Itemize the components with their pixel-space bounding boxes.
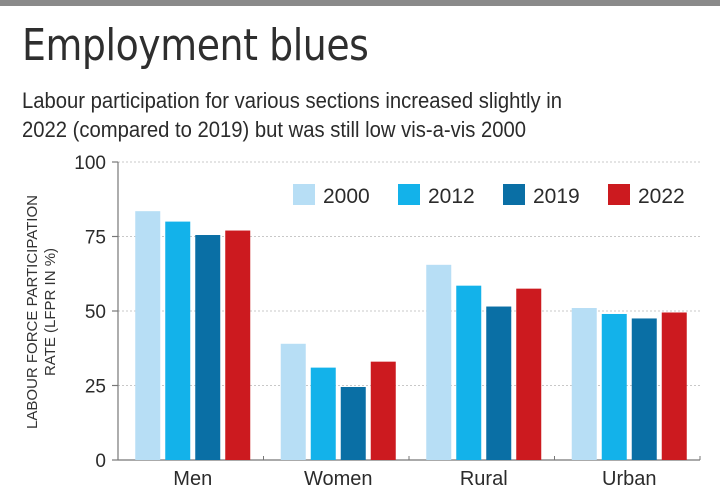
legend-label-2019: 2019 [533,185,580,208]
bar-rural-2012 [456,285,482,460]
legend-swatch-2019 [503,184,525,205]
legend-swatch-2022 [608,184,630,205]
bar-women-2019 [340,386,366,460]
bar-men-2022 [225,230,251,460]
y-axis-title-line-2: RATE (LFPR IN %) [42,248,59,376]
bar-men-2019 [195,235,221,460]
bar-rural-2022 [516,288,542,460]
bars [135,211,687,460]
legend-swatch-2012 [398,184,420,205]
x-label-men: Men [173,468,212,490]
bar-urban-2012 [601,313,627,460]
x-label-rural: Rural [460,468,508,490]
y-tick-labels: 0 25 50 75 100 [74,153,106,472]
x-category-labels: Men Women Rural Urban [173,468,656,490]
bar-women-2022 [370,361,396,460]
legend-label-2012: 2012 [428,185,475,208]
legend-swatch-2000 [293,184,315,205]
bar-rural-2000 [426,264,452,460]
bar-rural-2019 [486,306,512,460]
x-label-urban: Urban [602,468,656,490]
bar-urban-2019 [631,318,657,460]
bar-men-2000 [135,211,161,460]
top-border [0,0,720,6]
y-axis-title: LABOUR FORCE PARTICIPATION RATE (LFPR IN… [24,195,59,429]
y-tick-label: 50 [85,302,106,323]
y-tick-label: 75 [85,228,106,249]
subtitle-line-2: 2022 (compared to 2019) but was still lo… [22,117,527,142]
legend-label-2022: 2022 [638,185,685,208]
bar-urban-2000 [571,308,597,460]
subtitle-line-1: Labour participation for various section… [22,88,563,113]
bar-women-2012 [310,367,336,460]
chart-title: Employment blues [22,20,369,71]
y-tick-label: 25 [85,377,106,398]
legend: 2000 2012 2019 2022 [293,184,685,208]
bar-men-2012 [165,221,191,460]
y-tick-label: 100 [74,153,106,174]
legend-label-2000: 2000 [323,185,370,208]
x-label-women: Women [304,468,373,490]
y-axis-title-line-1: LABOUR FORCE PARTICIPATION [24,195,41,429]
chart-subtitle: Labour participation for various section… [22,86,684,144]
y-tick-label: 0 [95,451,106,472]
bar-women-2000 [280,343,306,460]
bar-urban-2022 [661,312,687,460]
